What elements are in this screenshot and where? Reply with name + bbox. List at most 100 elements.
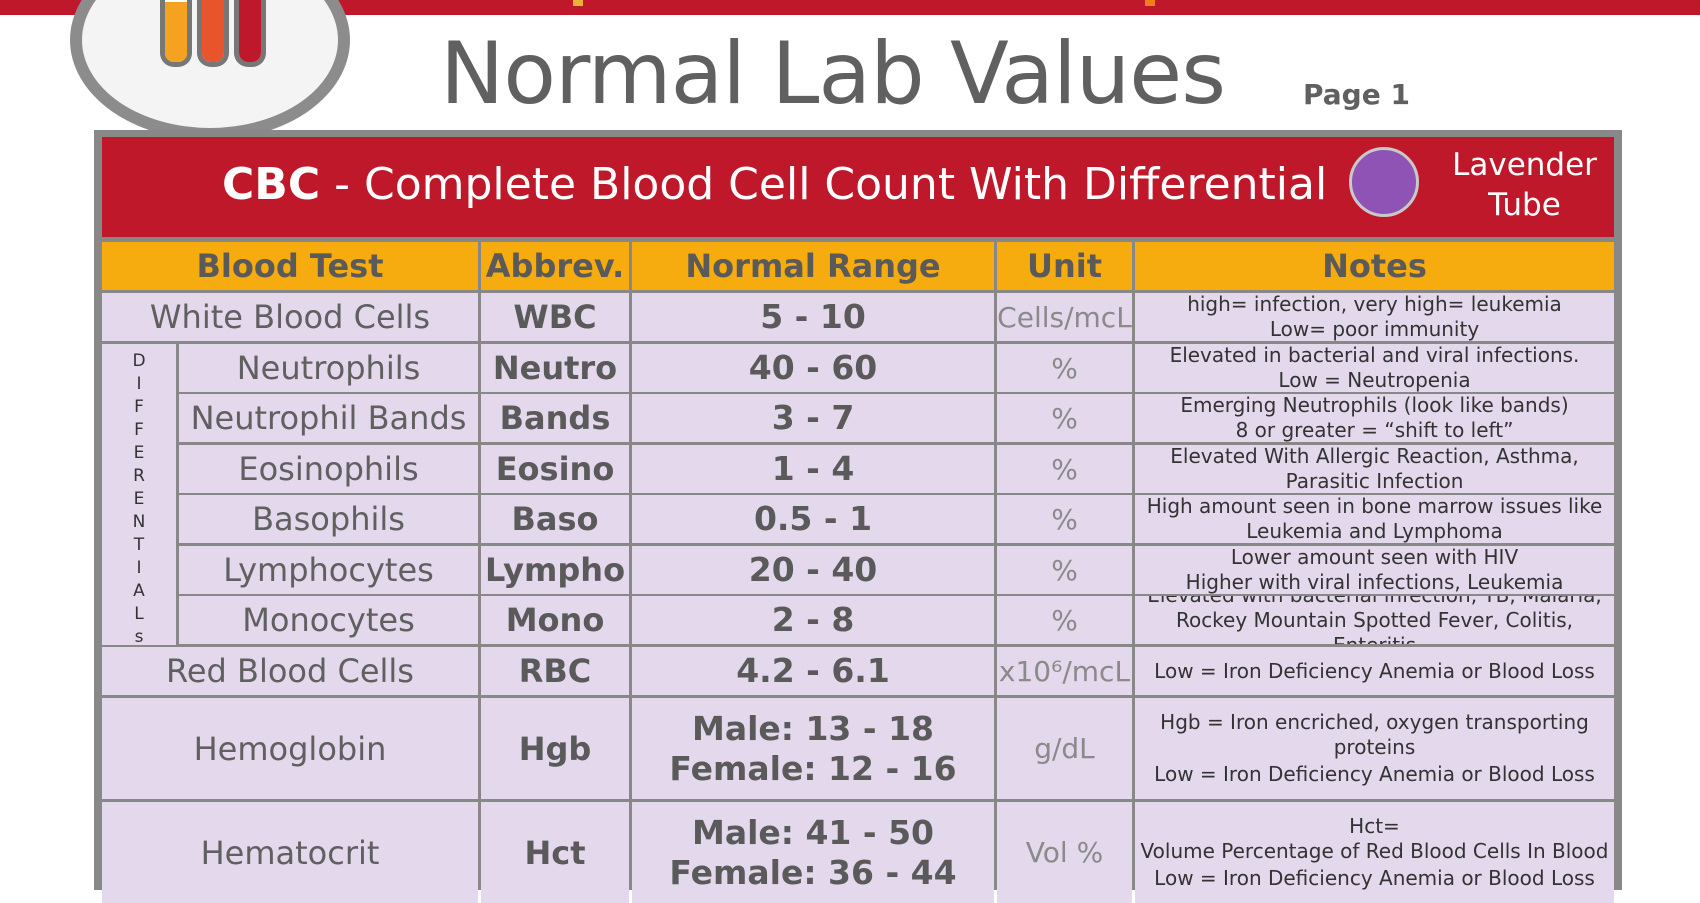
differentials-letter: A [133,581,145,601]
accent-tick [1145,0,1155,6]
note-line: Low = Neutropenia [1278,368,1471,392]
normal-range: Male: 41 - 50 Female: 36 - 44 [632,802,994,903]
normal-range: 3 - 7 [632,394,994,442]
normal-range: 2 - 8 [632,596,994,644]
test-name: Lymphocytes [179,546,478,594]
normal-range: 20 - 40 [632,546,994,594]
test-abbrev: Bands [481,394,629,442]
differentials-letter: F [134,397,144,417]
red-orange-tube-icon [197,0,229,67]
differentials-letter: I [136,558,142,578]
differentials-letter: L [134,604,144,624]
tube-label: Lavender Tube [1442,145,1607,225]
range-line: Female: 12 - 16 [669,748,957,788]
column-header-range: Normal Range [632,242,994,290]
differentials-letter: I [136,374,142,394]
unit: % [997,495,1132,543]
range-line: 0.5 - 1 [753,499,873,538]
differentials-letter: N [132,512,146,532]
note-line: High amount seen in bone marrow issues l… [1146,495,1603,518]
range-line: 40 - 60 [748,348,878,387]
red-tube-icon [234,0,266,67]
test-abbrev: Hgb [481,698,629,799]
banner-title-text: - Complete Blood Cell Count With Differe… [320,159,1328,210]
differentials-letter: E [133,489,145,509]
note-line: Elevated with bacterial infection, TB, M… [1147,596,1602,608]
test-name: White Blood Cells [102,293,478,341]
normal-range: 4.2 - 6.1 [632,647,994,695]
test-name: Red Blood Cells [102,647,478,695]
note-line: Elevated With Allergic Reaction, Asthma, [1170,445,1579,468]
notes: high= infection, very high= leukemia Low=… [1135,293,1614,341]
notes: Lower amount seen with HIV Higher with vi… [1135,546,1614,594]
normal-range: 5 - 10 [632,293,994,341]
page-number: Page 1 [1303,78,1410,111]
accent-tick [573,0,583,6]
normal-range: 0.5 - 1 [632,495,994,543]
range-line: 5 - 10 [760,297,866,336]
test-tubes-logo [70,0,350,140]
normal-range: Male: 13 - 18 Female: 12 - 16 [632,698,994,799]
notes: Elevated with bacterial infection, TB, M… [1135,596,1614,644]
orange-tube-icon [160,0,192,67]
note-line: Rockey Mountain Spotted Fever, Colitis, … [1175,607,1574,645]
unit: Cells/mcL [997,293,1132,341]
column-header-abbrev: Abbrev. [481,242,629,290]
test-abbrev: Hct [481,802,629,903]
range-line: Male: 41 - 50 [691,812,934,852]
test-name: Eosinophils [179,445,478,493]
note-line: 8 or greater = “shift to left” [1235,418,1514,442]
tube-label-line1: Lavender [1452,147,1597,183]
range-line: Female: 36 - 44 [669,852,957,892]
range-line: 2 - 8 [771,600,855,639]
banner-abbr: CBC [222,159,321,210]
test-name: Monocytes [179,596,478,644]
page-title: Normal Lab Values [440,24,1226,124]
test-name: Basophils [179,495,478,543]
unit: % [997,394,1132,442]
note-line: Leukemia and Lymphoma [1246,519,1503,543]
note-line: Hgb = Iron encriched, oxygen transportin… [1160,710,1589,734]
notes: High amount seen in bone marrow issues l… [1135,495,1614,543]
test-abbrev: WBC [481,293,629,341]
unit: % [997,546,1132,594]
range-line: 20 - 40 [748,550,878,589]
note-line: Lower amount seen with HIV [1230,546,1519,569]
note-line: high= infection, very high= leukemia [1187,293,1562,316]
range-line: Male: 13 - 18 [691,708,934,748]
unit: Vol % [997,802,1132,903]
note-line: Low= poor immunity [1269,317,1480,341]
note-line: Low = Iron Deficiency Anemia or Blood Lo… [1154,658,1595,683]
note-line: proteins [1333,735,1416,759]
unit: % [997,344,1132,392]
notes: Hgb = Iron encriched, oxygen transportin… [1135,698,1614,799]
notes: Elevated in bacterial and viral infectio… [1135,344,1614,392]
test-name: Hematocrit [102,802,478,903]
notes: Elevated With Allergic Reaction, Asthma,… [1135,445,1614,493]
differentials-letter: D [132,351,146,371]
test-name: Neutrophils [179,344,478,392]
test-abbrev: Lympho [481,546,629,594]
differentials-letter: E [133,443,145,463]
note-line: Parasitic Infection [1285,469,1464,493]
range-line: 3 - 7 [771,398,855,437]
cbc-banner: CBC - Complete Blood Cell Count With Dif… [102,137,1614,237]
note-line: Elevated in bacterial and viral infectio… [1169,344,1580,367]
differentials-letter: s [134,627,144,645]
test-abbrev: Eosino [481,445,629,493]
tube-label-line2: Tube [1488,187,1561,223]
normal-range: 40 - 60 [632,344,994,392]
unit: x10⁶/mcL [997,647,1132,695]
unit: g/dL [997,698,1132,799]
note-line: Low = Iron Deficiency Anemia or Blood Lo… [1154,866,1595,890]
note-line: Hct= [1349,814,1400,838]
test-abbrev: Baso [481,495,629,543]
test-name: Neutrophil Bands [179,394,478,442]
column-header-test: Blood Test [102,242,478,290]
range-line: 1 - 4 [771,449,855,488]
unit: % [997,445,1132,493]
normal-range: 1 - 4 [632,445,994,493]
lavender-tube-color-swatch [1349,147,1419,217]
differentials-letter: T [133,535,145,555]
